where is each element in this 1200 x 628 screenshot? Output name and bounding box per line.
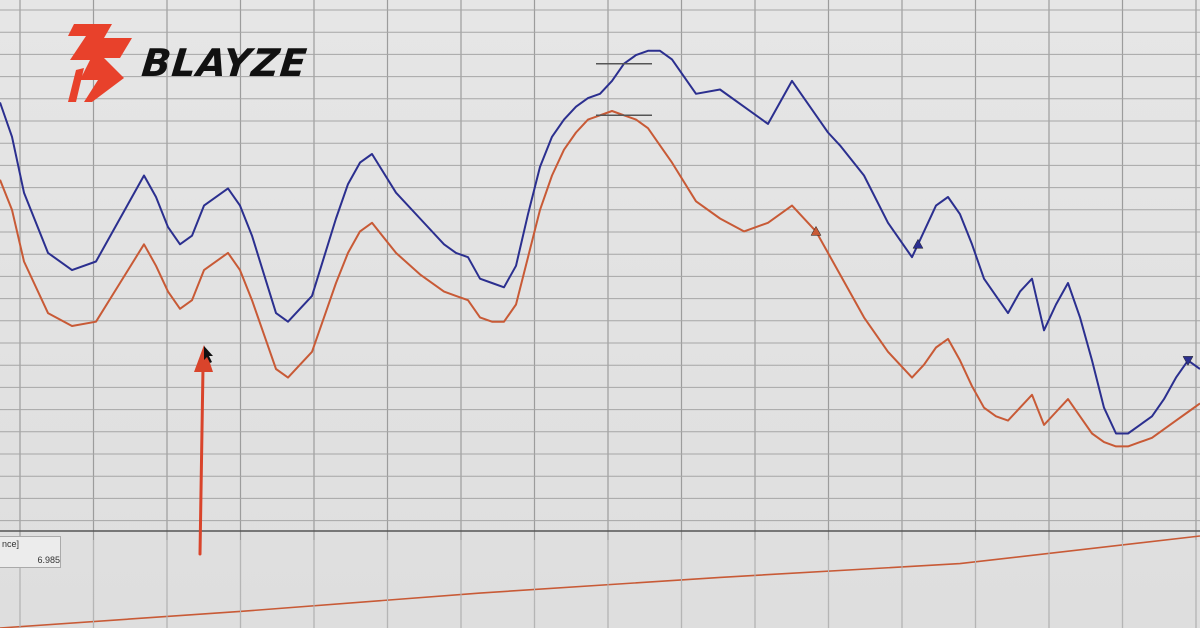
annotation-arrow-shaft <box>198 366 205 556</box>
peak-marker <box>810 225 822 236</box>
brand-logo: BLAYZE <box>62 20 310 106</box>
mouse-cursor-icon <box>204 346 213 363</box>
lower-panel-line <box>0 535 1200 628</box>
annotation-arrow-head <box>194 345 213 372</box>
lower-panel <box>0 535 1200 628</box>
lower-panel-name: nce] <box>2 539 20 549</box>
label-box <box>0 536 61 568</box>
brand-name: BLAYZE <box>139 41 310 85</box>
series-lines <box>0 49 1200 448</box>
series-line-1 <box>0 110 1200 448</box>
peak-marker <box>912 238 924 249</box>
peak-marker <box>1182 356 1194 366</box>
peak-markers <box>810 225 1194 366</box>
lightning-bolt-icon <box>68 24 132 102</box>
lower-panel-value: 6.985 <box>37 555 60 565</box>
series-line-0 <box>0 49 1200 435</box>
lower-panel-label: nce] 6.985 <box>0 536 62 568</box>
annotations <box>194 345 213 556</box>
